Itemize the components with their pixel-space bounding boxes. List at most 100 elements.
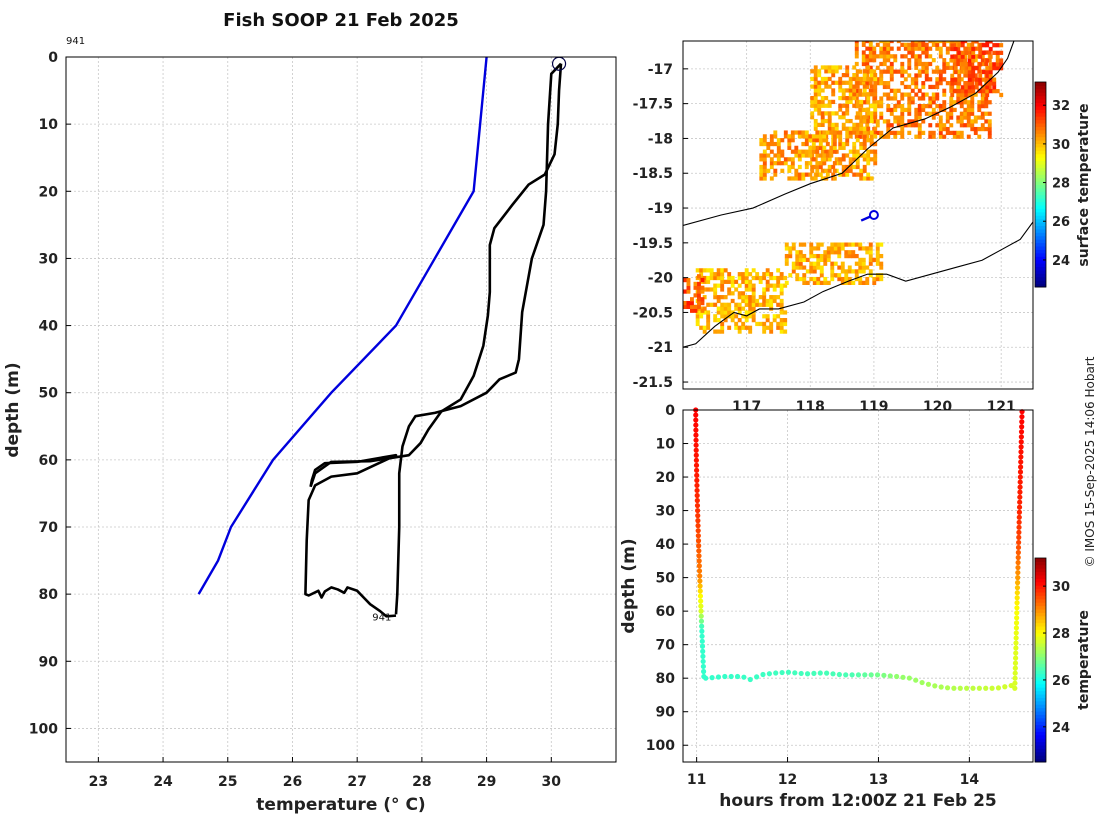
sst-pixel [816, 276, 821, 282]
sst-pixel [744, 325, 749, 330]
section-colorbar-segment [1035, 585, 1046, 590]
sst-pixel [980, 58, 985, 63]
sst-pixel [802, 280, 807, 285]
sst-pixel [985, 41, 990, 44]
sst-pixel [875, 276, 880, 282]
section-point [951, 685, 957, 691]
sst-pixel [737, 306, 742, 311]
sst-pixel [815, 161, 820, 166]
sst-pixel [831, 99, 836, 105]
section-colorbar-segment [1035, 704, 1046, 709]
sst-pixel [818, 172, 823, 177]
sst-pixel [879, 253, 884, 259]
sst-pixel [855, 138, 860, 143]
sst-pixel [981, 85, 986, 90]
sst-pixel [858, 261, 863, 266]
sst-pixel [727, 302, 732, 307]
sst-pixel [805, 269, 810, 274]
sst-pixel [900, 54, 905, 59]
map-colorbar-segment [1035, 140, 1046, 144]
sst-pixel [859, 141, 864, 147]
sst-pixel [766, 141, 771, 147]
sst-pixel [869, 76, 874, 82]
sst-pixel [971, 73, 976, 78]
sst-pixel [910, 96, 915, 101]
sst-pixel [751, 314, 756, 319]
map-colorbar-segment [1035, 232, 1046, 237]
sst-pixel [967, 66, 972, 71]
section-point [703, 675, 709, 681]
sst-pixel [841, 164, 846, 170]
profile-x-tick-label: 30 [542, 774, 562, 790]
map-colorbar-segment [1035, 235, 1046, 240]
sst-pixel [820, 76, 825, 82]
sst-pixel [776, 149, 781, 154]
sst-pixel [924, 50, 929, 55]
sst-pixel [973, 46, 978, 51]
map-colorbar-segment [1035, 157, 1046, 162]
map-colorbar-segment [1035, 164, 1046, 168]
sst-pixel [748, 329, 753, 334]
sst-pixel [974, 77, 979, 82]
sst-pixel [779, 321, 784, 327]
sst-pixel [852, 164, 857, 170]
section-colorbar-segment [1035, 707, 1046, 712]
sst-pixel [992, 81, 997, 86]
sst-pixel [956, 96, 961, 101]
sst-pixel [852, 92, 857, 97]
sst-pixel [957, 89, 962, 94]
sst-pixel [858, 81, 863, 86]
sst-pixel [744, 318, 749, 323]
sst-pixel [984, 61, 989, 67]
sst-pixel [977, 65, 982, 70]
profile-y-tick-label: 90 [39, 654, 59, 670]
sst-pixel [813, 103, 818, 108]
sst-pixel [861, 41, 866, 44]
sst-pixel [956, 61, 961, 67]
sst-pixel [834, 69, 839, 74]
sst-pixel [720, 272, 725, 277]
sst-pixel [797, 172, 802, 177]
sst-pixel [966, 111, 971, 116]
sst-pixel [963, 111, 968, 116]
sst-pixel [896, 100, 901, 105]
sst-pixel [852, 103, 857, 108]
sst-pixel [987, 100, 992, 105]
sst-pixel [861, 61, 866, 67]
sst-pixel [762, 275, 767, 281]
sst-pixel [808, 145, 813, 150]
sst-pixel [709, 302, 714, 307]
sst-pixel [917, 123, 922, 128]
sst-pixel [872, 257, 877, 263]
sst-pixel [730, 283, 735, 288]
sst-pixel [978, 89, 983, 94]
sst-pixel [765, 298, 770, 304]
sst-pixel [875, 65, 880, 70]
sst-pixel [865, 276, 870, 282]
section-colorbar-segment [1035, 653, 1046, 658]
section-point [970, 685, 976, 691]
sst-pixel [886, 84, 891, 90]
sst-pixel [852, 153, 857, 158]
section-y-tick-label: 100 [646, 738, 675, 754]
section-point [766, 671, 772, 677]
sst-pixel [855, 115, 860, 120]
sst-pixel [827, 65, 832, 70]
sst-pixel [988, 66, 993, 71]
sst-pixel [889, 123, 894, 128]
map-colorbar-segment [1035, 105, 1046, 110]
sst-pixel [783, 275, 788, 281]
sst-pixel [762, 302, 767, 307]
sst-pixel [716, 272, 721, 277]
sst-pixel [950, 41, 955, 44]
sst-pixel [971, 46, 976, 52]
sst-pixel [854, 46, 859, 51]
sst-pixel [959, 100, 964, 105]
sst-pixel [981, 89, 986, 94]
section-y-tick-label: 90 [656, 705, 676, 721]
sst-pixel [875, 273, 880, 278]
sst-pixel [987, 119, 992, 124]
sst-pixel [776, 302, 781, 307]
section-point [843, 672, 849, 678]
sst-pixel [762, 329, 767, 334]
